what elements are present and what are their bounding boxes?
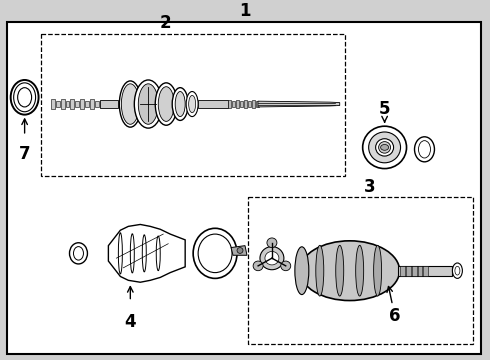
- Ellipse shape: [374, 245, 382, 296]
- Ellipse shape: [336, 245, 343, 296]
- Text: 1: 1: [239, 2, 251, 20]
- Circle shape: [281, 261, 291, 271]
- Ellipse shape: [120, 81, 141, 127]
- Bar: [252, 100, 255, 108]
- Ellipse shape: [381, 144, 389, 150]
- Ellipse shape: [155, 83, 177, 125]
- Bar: [66, 101, 70, 107]
- Ellipse shape: [356, 245, 364, 296]
- Bar: [41, 34, 345, 176]
- Text: 2: 2: [159, 14, 171, 32]
- Ellipse shape: [415, 137, 435, 162]
- Ellipse shape: [193, 228, 237, 278]
- Bar: [399, 266, 405, 275]
- Bar: [75, 101, 79, 107]
- Circle shape: [368, 132, 400, 163]
- Ellipse shape: [70, 243, 87, 264]
- Polygon shape: [108, 224, 185, 282]
- Bar: [61, 99, 65, 109]
- Bar: [232, 101, 235, 107]
- Circle shape: [376, 139, 393, 156]
- Circle shape: [237, 248, 243, 253]
- Bar: [244, 100, 247, 108]
- Ellipse shape: [455, 266, 460, 275]
- Ellipse shape: [300, 241, 399, 301]
- Bar: [236, 100, 239, 108]
- Bar: [100, 100, 119, 108]
- Circle shape: [265, 251, 279, 265]
- Text: 4: 4: [124, 313, 136, 331]
- Circle shape: [253, 261, 263, 271]
- Ellipse shape: [418, 141, 431, 158]
- Ellipse shape: [11, 80, 39, 114]
- Ellipse shape: [452, 263, 463, 278]
- Text: 6: 6: [389, 307, 400, 325]
- Ellipse shape: [198, 234, 232, 273]
- Ellipse shape: [316, 245, 324, 296]
- Polygon shape: [258, 101, 340, 107]
- Ellipse shape: [74, 247, 83, 260]
- Bar: [412, 266, 416, 275]
- Ellipse shape: [18, 88, 32, 107]
- Ellipse shape: [175, 91, 185, 117]
- Ellipse shape: [186, 91, 198, 117]
- Bar: [50, 99, 54, 109]
- Ellipse shape: [158, 87, 174, 121]
- Bar: [71, 99, 74, 109]
- Bar: [55, 101, 59, 107]
- Ellipse shape: [134, 80, 162, 128]
- Bar: [91, 99, 95, 109]
- Circle shape: [267, 238, 277, 248]
- Ellipse shape: [189, 95, 196, 113]
- Circle shape: [363, 126, 407, 168]
- Bar: [85, 101, 90, 107]
- Bar: [228, 100, 231, 108]
- Ellipse shape: [138, 84, 158, 124]
- Bar: [198, 100, 228, 108]
- Text: 5: 5: [379, 100, 391, 118]
- Text: 7: 7: [19, 145, 30, 163]
- Ellipse shape: [14, 83, 36, 112]
- Text: 3: 3: [364, 177, 375, 195]
- Bar: [240, 101, 243, 107]
- Bar: [417, 266, 422, 275]
- Bar: [248, 101, 251, 107]
- Ellipse shape: [172, 88, 188, 120]
- Bar: [256, 101, 259, 107]
- Bar: [423, 266, 428, 275]
- Bar: [248, 198, 473, 344]
- Bar: [80, 99, 84, 109]
- Bar: [397, 266, 452, 275]
- Bar: [406, 266, 411, 275]
- Circle shape: [260, 247, 284, 270]
- Ellipse shape: [295, 247, 309, 294]
- Polygon shape: [231, 246, 247, 255]
- Circle shape: [379, 141, 391, 153]
- Ellipse shape: [122, 84, 139, 124]
- Bar: [96, 101, 99, 107]
